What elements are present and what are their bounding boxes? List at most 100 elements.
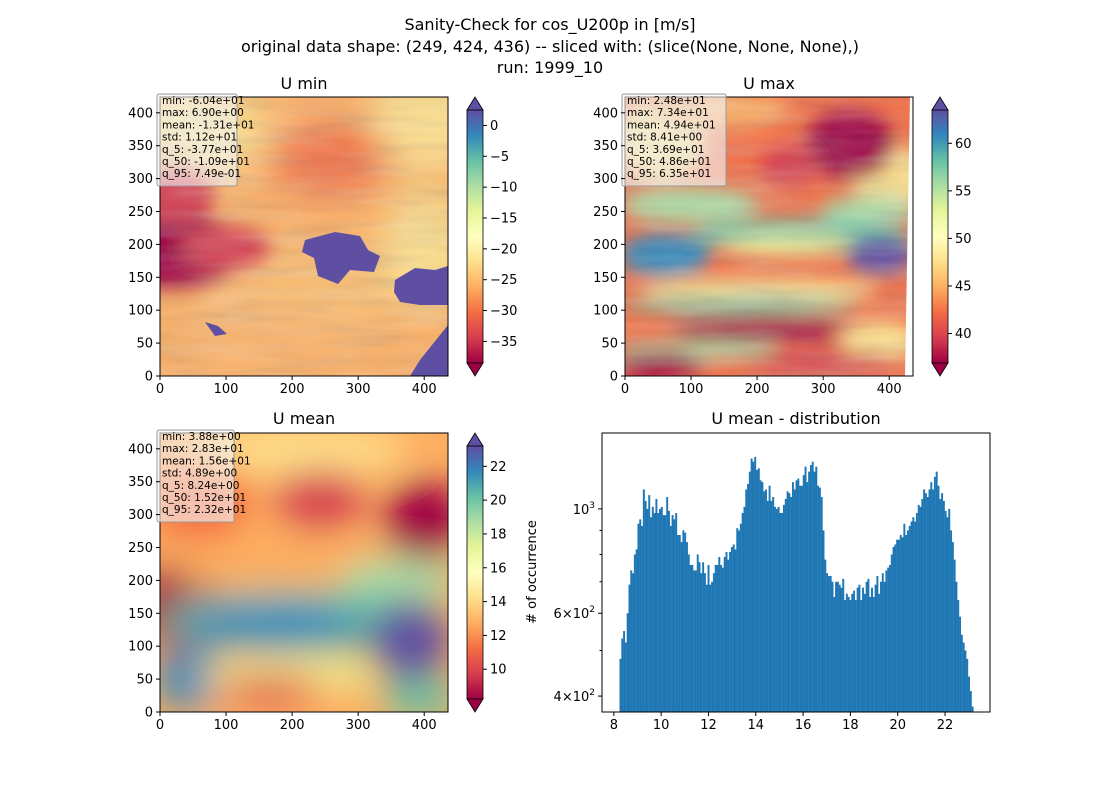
y-tick-label: 50 xyxy=(136,673,153,688)
histogram-bar xyxy=(950,530,953,712)
y-tick-label: 300 xyxy=(128,508,153,523)
stat-line: std: 8.41e+00 xyxy=(627,132,702,144)
histogram-bar xyxy=(712,573,715,712)
histogram-bar xyxy=(754,456,757,712)
histogram-bar xyxy=(750,458,753,712)
histogram-bar xyxy=(951,542,954,712)
y-tick-label: 100 xyxy=(593,304,618,319)
colorbar-tick-label: 45 xyxy=(955,279,972,294)
histogram-bar xyxy=(932,489,935,712)
stat-line: std: 1.12e+01 xyxy=(162,132,237,144)
histogram-bar xyxy=(703,573,706,712)
x-tick-label: 400 xyxy=(412,718,437,733)
histogram-bar xyxy=(964,650,967,712)
y-tick-label: 350 xyxy=(593,139,618,154)
histogram-bar xyxy=(624,642,627,712)
histogram-bar xyxy=(626,613,629,712)
panel-u-min: U min xyxy=(128,74,517,397)
histogram-bar xyxy=(696,554,699,712)
stat-line: q_5: -3.77e+01 xyxy=(162,144,243,156)
histogram-bar xyxy=(806,482,809,712)
y-tick-label: 50 xyxy=(601,337,618,352)
histogram-bar xyxy=(917,504,920,712)
histogram-bar xyxy=(921,498,924,712)
histogram-bar xyxy=(863,593,866,712)
panel-title-u-mean: U mean xyxy=(273,409,335,428)
y-tick-label: 200 xyxy=(593,238,618,253)
histogram-bar xyxy=(738,530,741,712)
y-tick-label: 400 xyxy=(128,106,153,121)
suptitle-line2: original data shape: (249, 424, 436) -- … xyxy=(241,37,859,56)
histogram-bar xyxy=(655,498,658,712)
histogram-bar xyxy=(894,544,897,712)
histogram-bar xyxy=(644,500,647,712)
y-tick-label: 0 xyxy=(145,370,153,385)
histogram-bar xyxy=(702,562,705,712)
histogram-bar xyxy=(840,587,843,712)
colorbar-tick-label: 10 xyxy=(490,663,507,678)
y-tick-label: 150 xyxy=(128,271,153,286)
histogram-bar xyxy=(959,616,962,712)
histogram-bar xyxy=(680,542,683,712)
histogram-bar xyxy=(662,515,665,712)
suptitle-line3: run: 1999_10 xyxy=(497,58,603,78)
histogram-bar xyxy=(621,638,624,712)
x-tick-label: 18 xyxy=(842,718,859,733)
histogram-bar xyxy=(971,706,974,712)
x-tick-label: 0 xyxy=(156,718,164,733)
histogram-bar xyxy=(847,596,850,712)
axes-u-min: 0 100 200 300 400 0 50 100 150 200 250 300 350 400 xyxy=(128,106,436,397)
colorbar-tick-label: −10 xyxy=(490,181,517,196)
histogram-bar xyxy=(632,573,635,712)
histogram-bar xyxy=(689,564,692,712)
x-tick-label: 8 xyxy=(610,718,618,733)
colorbar-tick-label: 0 xyxy=(490,119,498,134)
histogram-bar xyxy=(790,496,793,712)
histogram-bar xyxy=(914,521,917,712)
y-tick-label: 350 xyxy=(128,139,153,154)
colorbar-tick-label: −25 xyxy=(490,273,517,288)
histogram-bar xyxy=(678,535,681,712)
histogram-bar xyxy=(915,513,918,712)
histogram-bar xyxy=(641,525,644,712)
histogram-bar xyxy=(711,581,714,712)
histogram-bar xyxy=(944,510,947,712)
histogram-bar xyxy=(671,515,674,712)
histogram-bar xyxy=(637,523,640,712)
y-tick-label: 103 xyxy=(573,501,595,518)
colorbar-extend-top-u-mean xyxy=(466,432,484,447)
histogram-bar xyxy=(815,466,818,712)
histogram-bar xyxy=(802,475,805,712)
stat-line: q_5: 8.24e+00 xyxy=(162,480,239,492)
y-tick-label: 0 xyxy=(610,370,618,385)
histogram-bar xyxy=(836,581,839,712)
histogram-bar xyxy=(653,513,656,712)
histogram-bar xyxy=(642,489,645,712)
histogram-bar xyxy=(948,508,951,712)
y-tick-label: 150 xyxy=(593,271,618,286)
histogram-bar xyxy=(892,546,895,712)
histogram-bar xyxy=(779,513,782,712)
colorbar-extend-top-u-min xyxy=(466,96,484,111)
histogram-bar xyxy=(939,498,942,712)
histogram-bar xyxy=(619,658,622,712)
u-min-positive-patches xyxy=(205,232,448,376)
x-tick-label: 0 xyxy=(621,382,629,397)
histogram-bar xyxy=(824,559,827,712)
panel-title-distribution: U mean - distribution xyxy=(711,409,880,428)
stat-line: q_95: 6.35e+01 xyxy=(627,168,711,180)
colorbar-tick-label: 20 xyxy=(490,494,507,509)
colorbar-u-min xyxy=(466,109,484,364)
histogram-bar xyxy=(707,564,710,712)
colorbar-u-mean xyxy=(466,445,484,700)
x-tick-label: 20 xyxy=(889,718,906,733)
histogram-bar xyxy=(942,500,945,712)
histogram-bar xyxy=(639,519,642,712)
stat-line: mean: -1.31e+01 xyxy=(162,119,254,131)
x-tick-label: 12 xyxy=(700,718,717,733)
histogram-bar xyxy=(835,581,838,712)
histogram-bar xyxy=(633,554,636,712)
